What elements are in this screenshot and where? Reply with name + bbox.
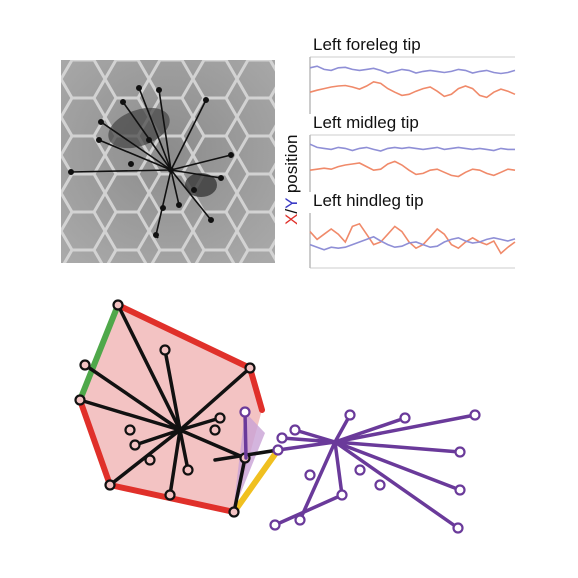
fly-photo-with-keypoints [61,60,275,263]
trace-panel-hindleg: Left hindleg tip [310,191,515,268]
leg-tip-trace-panels: Left foreleg tip Left midleg tip Left hi… [280,30,518,270]
trace-title-midleg: Left midleg tip [313,113,419,132]
series-y-trace [310,144,515,151]
series-x-trace [310,224,515,254]
trace-panel-midleg: Left midleg tip [310,113,515,192]
series-x-trace [310,82,515,98]
trace-title-foreleg: Left foreleg tip [313,35,421,54]
series-y-trace [310,66,515,73]
trace-title-hindleg: Left hindleg tip [313,191,424,210]
series-x-trace [310,161,515,176]
trace-panel-foreleg: Left foreleg tip [310,35,515,114]
purple-keypoints [241,408,480,533]
pose-skeleton-diagram [60,290,500,550]
